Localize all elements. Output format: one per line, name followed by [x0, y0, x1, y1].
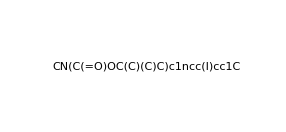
Text: CN(C(=O)OC(C)(C)C)c1ncc(I)cc1C: CN(C(=O)OC(C)(C)C)c1ncc(I)cc1C — [52, 62, 241, 72]
